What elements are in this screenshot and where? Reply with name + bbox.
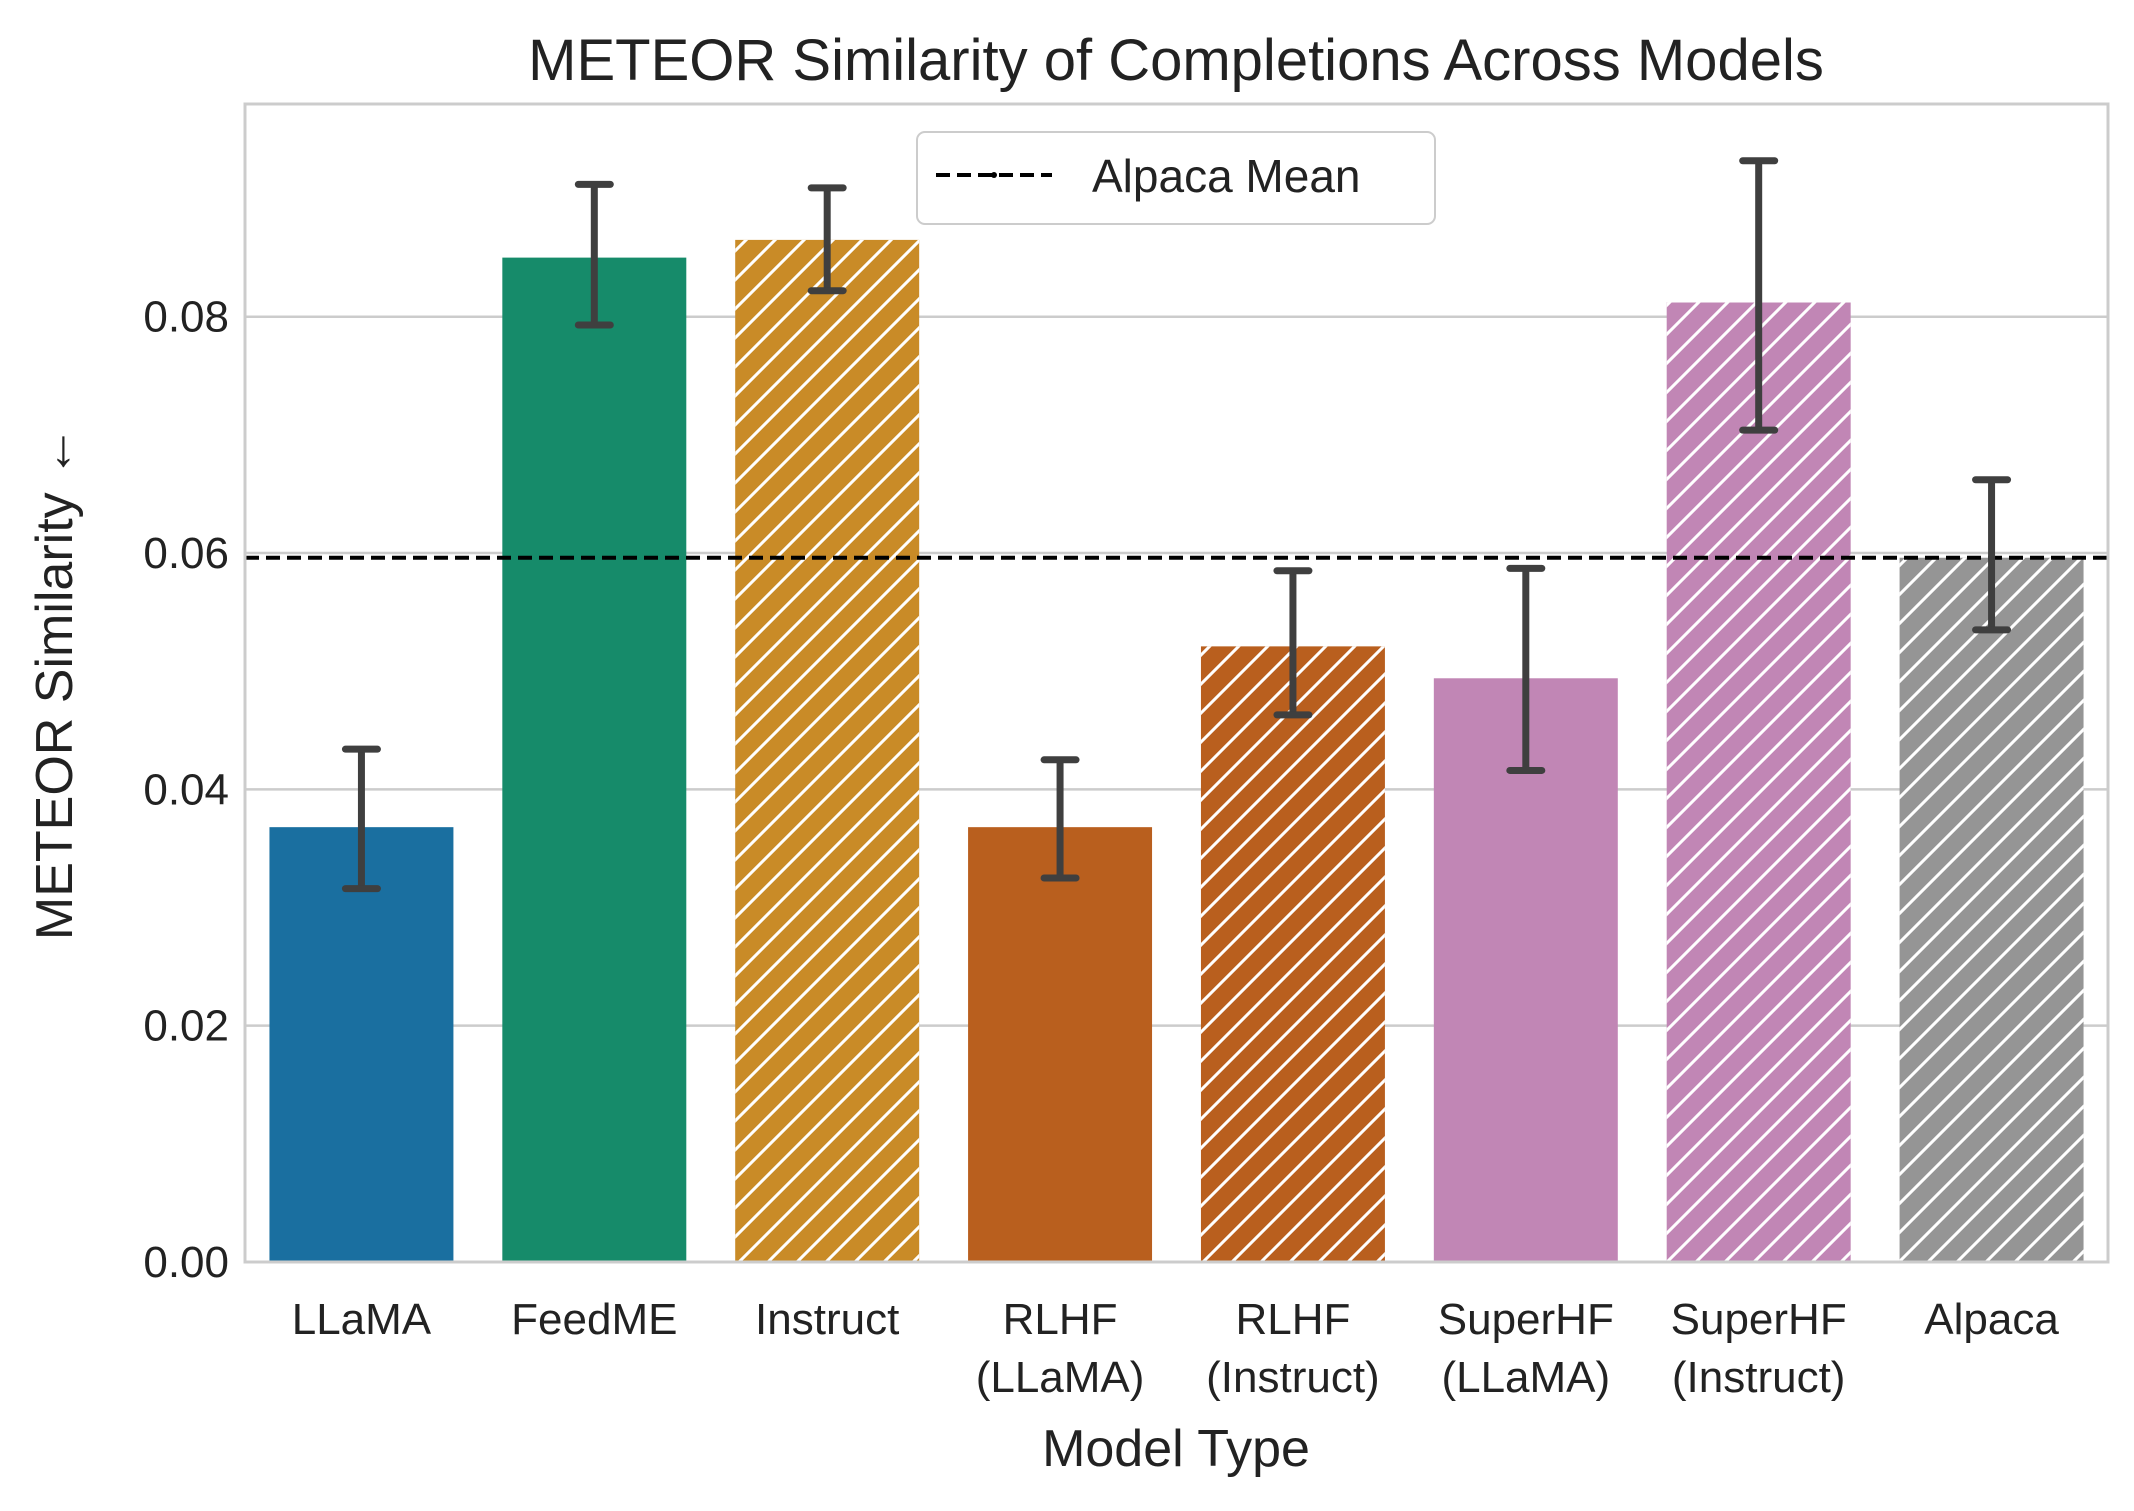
error-bar-4 <box>1273 567 1313 719</box>
x-tick-label-6-line-1: (Instruct) <box>1672 1353 1846 1402</box>
plot-frame <box>243 102 2110 1264</box>
x-tick-label-6-line-0: SuperHF <box>1671 1295 1847 1344</box>
bar-1 <box>502 257 687 1262</box>
legend-box <box>916 131 1436 225</box>
y-tick-label-4: 0.08 <box>143 293 229 342</box>
bar-0 <box>269 827 454 1262</box>
x-tick-label-3-line-1: (LLaMA) <box>976 1353 1145 1402</box>
x-axis-ticks: LLaMA FeedME Instruct RLHF (LLaMA) RLHF (Instr… <box>292 1295 2060 1402</box>
y-tick-label-1: 0.02 <box>143 1002 229 1051</box>
error-bar-1 <box>574 180 614 329</box>
error-bar-7 <box>1972 476 2012 634</box>
y-tick-label-0: 0.00 <box>143 1238 229 1287</box>
bar-hatch-7 <box>1899 557 2084 1262</box>
x-tick-label-5-line-1: (LLaMA) <box>1441 1353 1610 1402</box>
bar-hatch-4 <box>1200 646 1385 1262</box>
x-tick-label-4-line-0: RLHF <box>1235 1295 1350 1344</box>
error-bar-2 <box>807 184 847 295</box>
bars <box>269 239 2084 1262</box>
chart-title: METEOR Similarity of Completions Across … <box>528 28 1824 93</box>
x-tick-label-7: Alpaca <box>1924 1295 2059 1344</box>
y-axis-label: METEOR Similarity ← <box>26 426 84 940</box>
error-bars <box>341 157 2012 893</box>
x-tick-label-2: Instruct <box>755 1295 899 1344</box>
legend-label: Alpaca Mean <box>1092 150 1361 202</box>
bar-hatch-6 <box>1666 302 1851 1262</box>
bar-hatch-2 <box>735 239 920 1262</box>
x-tick-label-0: LLaMA <box>292 1295 432 1344</box>
x-tick-label-1: FeedME <box>511 1295 677 1344</box>
x-tick-label-5-line-0: SuperHF <box>1438 1295 1614 1344</box>
legend: Alpaca Mean <box>916 131 1436 225</box>
bar-3 <box>968 827 1153 1262</box>
y-axis-ticks: 0.00 0.02 0.04 0.06 0.08 <box>143 293 229 1287</box>
x-tick-label-3-line-0: RLHF <box>1003 1295 1118 1344</box>
y-tick-label-3: 0.06 <box>143 529 229 578</box>
error-bar-5 <box>1506 564 1546 774</box>
error-bar-0 <box>341 745 381 893</box>
bar-5 <box>1433 678 1618 1262</box>
x-axis-label: Model Type <box>1042 1420 1310 1478</box>
x-tick-label-4-line-1: (Instruct) <box>1206 1353 1380 1402</box>
legend-marker <box>991 172 997 178</box>
y-tick-label-2: 0.04 <box>143 765 229 814</box>
error-bar-6 <box>1739 157 1779 434</box>
error-bar-3 <box>1040 756 1080 882</box>
